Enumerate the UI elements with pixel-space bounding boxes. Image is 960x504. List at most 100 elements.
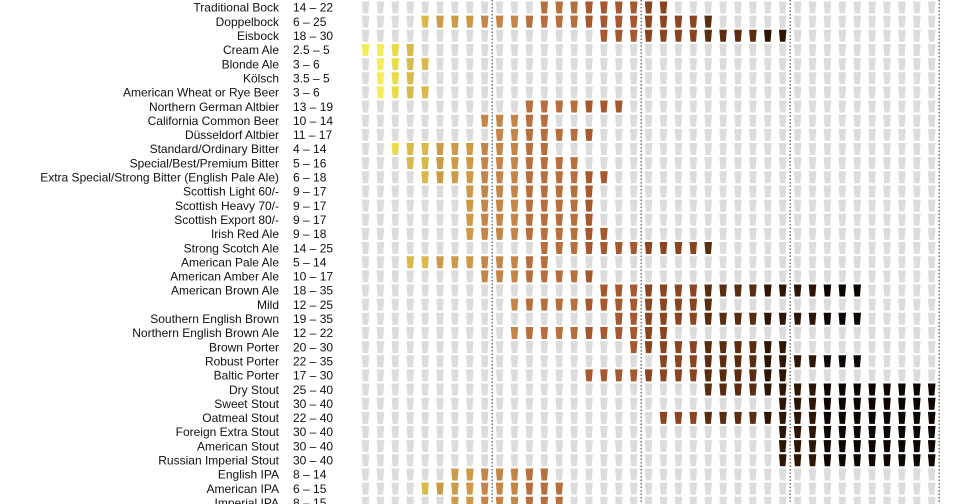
srm-glass-empty	[927, 15, 936, 28]
srm-glass-empty	[406, 369, 414, 382]
srm-glass-filled	[659, 15, 668, 28]
srm-glass-empty	[495, 341, 504, 354]
srm-glass-empty	[823, 157, 832, 170]
srm-glass-empty	[406, 171, 414, 184]
style-name: English IPA	[218, 468, 279, 482]
srm-glass-empty	[749, 58, 757, 71]
srm-glass-empty	[615, 411, 623, 424]
srm-glass-filled	[704, 355, 712, 368]
style-name: Imperial IPA	[215, 496, 279, 504]
srm-glass-empty	[361, 298, 370, 311]
srm-glass-filled	[778, 355, 787, 368]
srm-glass-empty	[644, 157, 653, 170]
srm-glass-empty	[421, 496, 429, 504]
style-name: Scottish Light 60/-	[183, 185, 279, 199]
srm-glass-filled	[629, 284, 638, 297]
srm-glass-empty	[883, 43, 891, 56]
style-name: Strong Scotch Ale	[184, 241, 280, 255]
srm-glass-empty	[838, 199, 847, 212]
srm-glass-empty	[927, 242, 936, 255]
srm-glass-empty	[570, 496, 578, 504]
srm-glass-filled	[406, 72, 414, 85]
srm-glass-empty	[451, 355, 459, 368]
srm-glass-empty	[913, 227, 921, 240]
srm-glass-empty	[570, 411, 578, 424]
srm-glass-empty	[719, 397, 727, 410]
srm-glass-empty	[764, 15, 772, 28]
srm-glass-empty	[585, 72, 593, 85]
srm-glass-empty	[555, 72, 563, 85]
style-row: Baltic Porter 17 – 30	[214, 369, 936, 383]
srm-glass-empty	[600, 157, 608, 170]
srm-glass-empty	[898, 58, 906, 71]
srm-glass-empty	[749, 482, 757, 495]
srm-glass-empty	[749, 114, 757, 127]
srm-glass-empty	[883, 15, 891, 28]
style-row: Scottish Heavy 70/- 9 – 17	[175, 199, 936, 213]
srm-glass-empty	[913, 298, 921, 311]
srm-glass-filled	[600, 171, 608, 184]
srm-glass-empty	[585, 426, 593, 438]
srm-glass-empty	[629, 482, 638, 495]
srm-glass-empty	[659, 58, 668, 71]
srm-glass-empty	[361, 397, 370, 410]
srm-glass-filled	[510, 171, 519, 184]
srm-glass-filled	[659, 29, 668, 42]
srm-glass-empty	[764, 72, 772, 85]
srm-glass-empty	[361, 454, 370, 467]
srm-glass-empty	[898, 1, 906, 14]
srm-glass-empty	[540, 411, 549, 424]
srm-glass-filled	[778, 369, 787, 382]
srm-glass-empty	[927, 355, 936, 368]
srm-glass-empty	[823, 58, 832, 71]
srm-glass-empty	[600, 426, 608, 438]
srm-range: 30 – 40	[293, 454, 333, 468]
srm-glass-filled	[764, 411, 772, 424]
srm-glass-filled	[823, 312, 832, 325]
style-row: Cream Ale 2.5 – 5	[223, 43, 936, 57]
srm-glass-filled	[451, 468, 459, 481]
srm-glass-empty	[436, 426, 444, 438]
srm-glass-empty	[913, 355, 921, 368]
srm-glass-empty	[913, 43, 921, 56]
srm-glass-empty	[734, 426, 742, 438]
srm-glass-filled	[510, 270, 519, 283]
srm-glass-empty	[361, 143, 370, 155]
srm-glass-empty	[808, 496, 817, 504]
srm-glass-filled	[674, 369, 683, 382]
srm-glass-empty	[853, 128, 861, 141]
srm-glass-empty	[689, 482, 698, 495]
srm-glass-filled	[421, 157, 429, 170]
srm-glass-filled	[451, 496, 459, 504]
srm-glass-empty	[495, 298, 504, 311]
srm-glass-empty	[927, 468, 936, 481]
srm-glass-empty	[376, 213, 385, 226]
srm-glass-empty	[629, 213, 638, 226]
srm-glass-empty	[659, 157, 668, 170]
srm-glass-empty	[644, 43, 653, 56]
srm-glass-empty	[436, 369, 444, 382]
srm-glass-filled	[778, 397, 787, 410]
srm-glass-empty	[719, 468, 727, 481]
srm-glass-empty	[466, 369, 474, 382]
srm-glass-empty	[823, 185, 832, 198]
srm-glass-filled	[629, 1, 638, 14]
srm-glass-empty	[525, 312, 534, 325]
srm-glass-empty	[778, 128, 787, 141]
srm-glass-empty	[451, 242, 459, 255]
srm-glass-filled	[793, 383, 802, 396]
srm-glass-empty	[823, 270, 832, 283]
srm-glass-empty	[868, 157, 876, 170]
srm-glass-empty	[778, 213, 787, 226]
srm-glass-empty	[793, 157, 802, 170]
srm-glass-empty	[495, 29, 504, 42]
srm-glass-empty	[898, 171, 906, 184]
srm-glass-filled	[898, 397, 906, 410]
srm-glass-empty	[600, 114, 608, 127]
srm-glass-empty	[853, 341, 861, 354]
srm-range: 22 – 40	[293, 411, 333, 425]
srm-glass-empty	[913, 128, 921, 141]
srm-glass-empty	[525, 43, 534, 56]
srm-glass-filled	[466, 496, 474, 504]
srm-glass-empty	[913, 100, 921, 113]
